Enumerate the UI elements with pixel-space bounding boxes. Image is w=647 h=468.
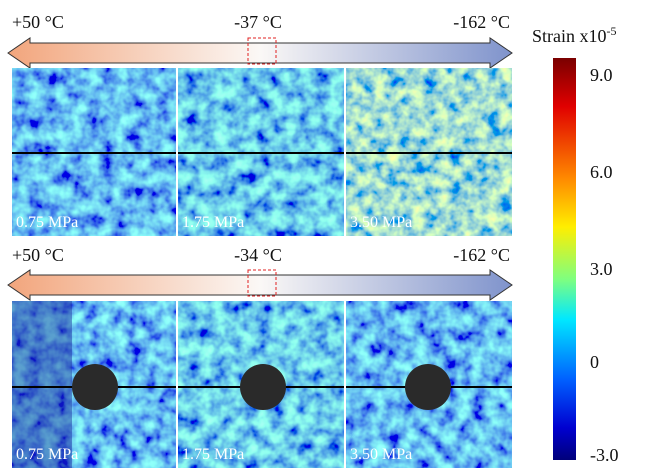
pressure-label: 1.75 MPa xyxy=(182,214,244,231)
colorbar-tick: 6.0 xyxy=(590,162,613,182)
colorbar-exponent: -5 xyxy=(607,24,617,38)
pressure-label: 3.50 MPa xyxy=(350,446,412,463)
colorbar-tick: 0 xyxy=(590,352,599,372)
hole xyxy=(405,364,451,410)
temperature-label: +50 °C xyxy=(12,245,64,265)
pressure-label: 0.75 MPa xyxy=(16,446,78,463)
hole xyxy=(240,364,286,410)
shade xyxy=(12,301,72,468)
colorbar-tick: 9.0 xyxy=(590,65,613,85)
temperature-arrow xyxy=(7,37,513,69)
pressure-label: 3.50 MPa xyxy=(350,214,412,231)
hole xyxy=(72,364,118,410)
temperature-label: -162 °C xyxy=(453,245,510,265)
temperature-label: +50 °C xyxy=(12,12,64,32)
colorbar xyxy=(553,58,576,460)
marker-box xyxy=(247,37,277,65)
temperature-label: -162 °C xyxy=(453,12,510,32)
marker-box xyxy=(247,269,277,297)
colorbar-title: Strain x10-5 xyxy=(532,24,617,46)
pressure-label: 1.75 MPa xyxy=(182,446,244,463)
temperature-label: -37 °C xyxy=(234,12,282,32)
colorbar-tick: -3.0 xyxy=(590,445,619,465)
temperature-arrow xyxy=(7,269,513,301)
temperature-label: -34 °C xyxy=(234,245,282,265)
pressure-label: 0.75 MPa xyxy=(16,214,78,231)
colorbar-tick: 3.0 xyxy=(590,259,613,279)
